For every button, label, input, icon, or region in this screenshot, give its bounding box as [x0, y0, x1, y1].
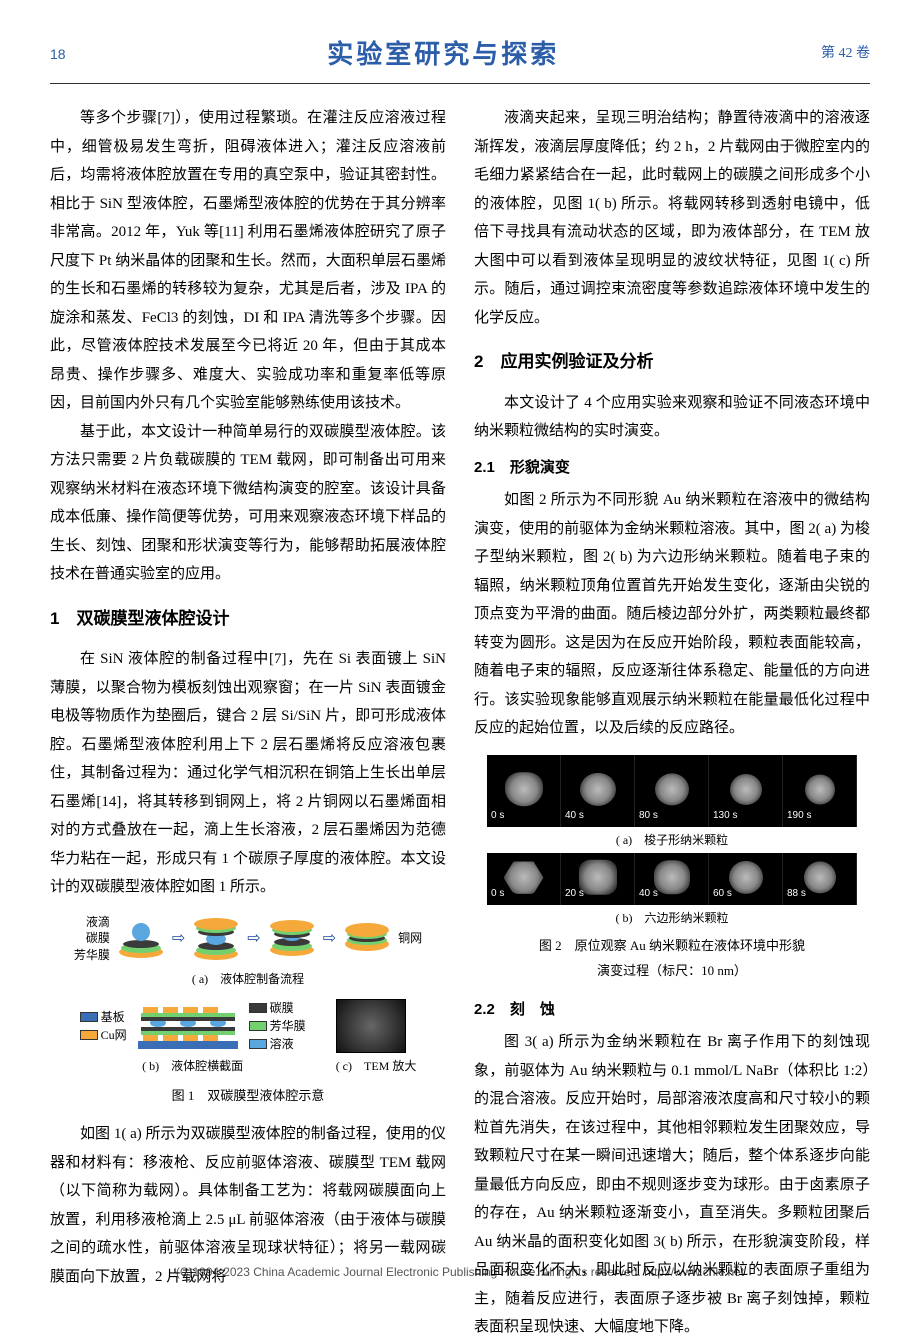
page-header: 18 实验室研究与探索 第 42 卷 [50, 30, 870, 84]
figure-1a-caption: ( a) 液体腔制备流程 [50, 968, 446, 991]
time-label: 88 s [787, 884, 806, 903]
paragraph: 如图 1( a) 所示为双碳膜型液体腔的制备过程，使用的仪器和材料有：移液枪、反… [50, 1120, 446, 1291]
subsection-heading-22: 2.2 刻 蚀 [474, 996, 870, 1025]
cross-section-diagram [133, 999, 243, 1053]
paragraph: 如图 2 所示为不同形貌 Au 纳米颗粒在溶液中的微结构演变，使用的前驱体为金纳… [474, 486, 870, 743]
right-column: 液滴夹起来，呈现三明治结构；静置待液滴中的溶液逐渐挥发，液滴层厚度降低；约 2 … [474, 104, 870, 1341]
label-aromatic: 芳华膜 [74, 947, 110, 964]
figure-1: 液滴 碳膜 芳华膜 ⇨ [50, 914, 446, 1109]
page-number: 18 [50, 41, 66, 68]
diagram-step-2 [191, 914, 241, 964]
figure-1-caption: 图 1 双碳膜型液体腔示意 [50, 1084, 446, 1109]
figure-2: 0 s 40 s 80 s 130 s 190 s ( a) 梭子形纳米颗粒 0… [474, 755, 870, 984]
figure-1a-diagram: 液滴 碳膜 芳华膜 ⇨ [50, 914, 446, 964]
arrow-icon: ⇨ [247, 924, 260, 954]
tem-strip-b: 0 s 20 s 40 s 60 s 88 s [487, 853, 857, 905]
subsection-heading-21: 2.1 形貌演变 [474, 454, 870, 483]
paragraph: 图 3( a) 所示为金纳米颗粒在 Br 离子作用下的刻蚀现象，前驱体为 Au … [474, 1028, 870, 1342]
arrow-icon: ⇨ [172, 924, 185, 954]
section-heading-1: 1 双碳膜型液体腔设计 [50, 603, 446, 635]
time-label: 40 s [639, 884, 658, 903]
time-label: 190 s [787, 806, 811, 825]
paragraph: 等多个步骤[7]），使用过程繁琐。在灌注反应溶液过程中，细管极易发生弯折，阻碍液… [50, 104, 446, 418]
journal-title: 实验室研究与探索 [327, 30, 559, 79]
figure-1b-caption: ( b) 液体腔横截面 [80, 1055, 306, 1078]
paragraph: 本文设计了 4 个应用实验来观察和验证不同液态环境中纳米颗粒微结构的实时演变。 [474, 389, 870, 446]
paragraph: 在 SiN 液体腔的制备过程中[7]，先在 Si 表面镀上 SiN 薄膜，以聚合… [50, 645, 446, 902]
label-droplet: 液滴 [74, 914, 110, 931]
figure-2a-caption: ( a) 梭子形纳米颗粒 [474, 829, 870, 852]
time-label: 130 s [713, 806, 737, 825]
figure-2-caption-1: 图 2 原位观察 Au 纳米颗粒在液体环境中形貌 [474, 934, 870, 959]
tem-strip-a: 0 s 40 s 80 s 130 s 190 s [487, 755, 857, 827]
legend-carbon: 碳膜 [270, 999, 294, 1017]
diagram-step-4 [342, 914, 392, 964]
time-label: 20 s [565, 884, 584, 903]
label-carbon: 碳膜 [74, 930, 110, 947]
arrow-icon: ⇨ [323, 924, 336, 954]
label-copper-mesh: 铜网 [398, 927, 422, 950]
time-label: 0 s [491, 806, 504, 825]
figure-1b: 基板 Cu网 [80, 999, 306, 1080]
section-heading-2: 2 应用实例验证及分析 [474, 346, 870, 378]
figure-2b-caption: ( b) 六边形纳米颗粒 [474, 907, 870, 930]
time-label: 60 s [713, 884, 732, 903]
legend-solution: 溶液 [270, 1035, 294, 1053]
figure-1c: ( c) TEM 放大 [336, 999, 417, 1080]
time-label: 40 s [565, 806, 584, 825]
time-label: 0 s [491, 884, 504, 903]
legend-aromatic: 芳华膜 [270, 1017, 306, 1035]
figure-2-caption-2: 演变过程（标尺：10 nm） [474, 959, 870, 984]
diagram-step-3 [267, 914, 317, 964]
time-label: 80 s [639, 806, 658, 825]
legend-substrate: 基板 [101, 1008, 125, 1026]
legend-cu: Cu网 [101, 1026, 127, 1044]
figure-1c-caption: ( c) TEM 放大 [336, 1055, 417, 1078]
paragraph: 液滴夹起来，呈现三明治结构；静置待液滴中的溶液逐渐挥发，液滴层厚度降低；约 2 … [474, 104, 870, 332]
diagram-step-1 [116, 914, 166, 964]
volume-label: 第 42 卷 [821, 41, 870, 68]
left-column: 等多个步骤[7]），使用过程繁琐。在灌注反应溶液过程中，细管极易发生弯折，阻碍液… [50, 104, 446, 1341]
paragraph: 基于此，本文设计一种简单易行的双碳膜型液体腔。该方法只需要 2 片负载碳膜的 T… [50, 418, 446, 589]
